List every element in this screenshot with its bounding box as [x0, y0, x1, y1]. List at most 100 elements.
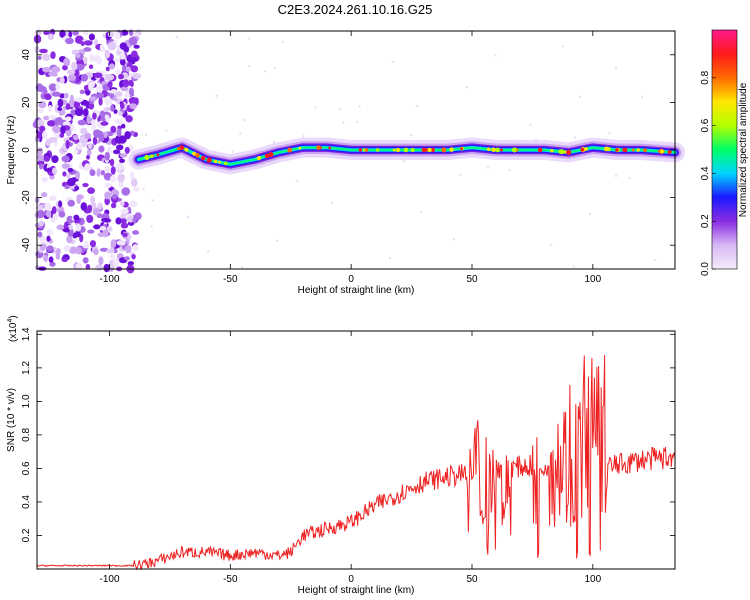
noise-blob — [51, 206, 57, 214]
noise-blob — [120, 52, 126, 60]
snr-y-tick-label: 1.2 — [21, 360, 32, 374]
ridge-hotspot — [580, 147, 585, 152]
noise-blob — [46, 167, 52, 172]
noise-blob — [114, 31, 121, 40]
ridge-hotspot — [375, 148, 380, 152]
noise-blob — [107, 41, 117, 51]
noise-blob — [75, 63, 85, 71]
noise-blob — [63, 228, 70, 233]
noise-blob — [119, 42, 128, 50]
colorbar-tick-label: 0.4 — [700, 166, 711, 180]
noise-blob — [119, 102, 125, 110]
noise-blob — [57, 106, 63, 111]
ridge-hotspot — [441, 147, 447, 153]
noise-speck — [142, 187, 145, 191]
noise-blob — [115, 119, 123, 124]
noise-blob — [119, 218, 127, 224]
noise-blob — [109, 175, 117, 183]
noise-speck — [459, 173, 462, 176]
noise-speck — [263, 70, 267, 73]
noise-blob — [118, 174, 124, 179]
noise-blob — [73, 69, 80, 78]
colorbar: 0.0 0.2 0.4 0.6 0.8 Normalized spectral ampl… — [700, 29, 749, 276]
noise-blob — [110, 125, 117, 134]
noise-blob — [99, 226, 107, 231]
spectrogram-x-tick-label: 0 — [348, 274, 354, 285]
ridge-hotspot — [558, 149, 563, 154]
noise-blob — [61, 155, 70, 163]
noise-blob — [116, 50, 122, 55]
noise-blob — [88, 33, 95, 41]
spectrogram-y-tick-label: -20 — [21, 190, 32, 205]
noise-blob — [48, 114, 56, 120]
noise-blob — [52, 125, 61, 134]
noise-blob — [90, 118, 97, 125]
ridge-hotspot — [298, 146, 302, 150]
noise-blob — [59, 76, 65, 84]
colorbar-tick-label: 0.0 — [700, 262, 711, 276]
ridge-hotspot — [218, 160, 221, 164]
noise-blob — [42, 66, 51, 73]
noise-blob — [90, 195, 96, 205]
ridge-hotspot — [358, 148, 363, 152]
noise-blob — [75, 246, 82, 255]
noise-blob — [46, 120, 56, 127]
noise-speck — [572, 265, 575, 268]
ridge-hotspot — [268, 152, 274, 158]
noise-blob — [102, 228, 109, 238]
noise-blob — [63, 57, 71, 67]
noise-blob — [104, 166, 111, 173]
noise-blob — [69, 246, 78, 254]
ridge-hotspot — [392, 148, 396, 152]
noise-blob — [42, 53, 51, 62]
noise-blob — [59, 29, 66, 38]
ridge-hotspot — [256, 156, 262, 161]
noise-blob — [49, 261, 56, 267]
noise-blob — [109, 158, 115, 167]
ridge-hotspot — [177, 146, 181, 151]
noise-blob — [72, 134, 79, 141]
noise-blob — [50, 51, 56, 59]
noise-blob — [82, 244, 90, 249]
noise-blob — [45, 138, 52, 147]
noise-speck — [654, 258, 657, 262]
noise-blob — [65, 37, 74, 45]
noise-speck — [573, 136, 577, 139]
noise-speck — [302, 134, 305, 138]
spectrogram-x-tick-label: -50 — [223, 274, 238, 285]
noise-blob — [99, 44, 104, 52]
noise-speck — [419, 211, 423, 214]
noise-blob — [130, 57, 139, 62]
noise-blob — [71, 61, 78, 71]
noise-blob — [65, 103, 71, 111]
noise-blob — [99, 110, 106, 118]
noise-blob — [120, 222, 129, 229]
ridge-hotspot — [636, 148, 641, 152]
noise-speck — [355, 120, 359, 124]
noise-blob — [88, 102, 95, 110]
ridge-hotspot — [403, 147, 409, 153]
noise-blob — [80, 41, 85, 46]
noise-blob — [110, 202, 117, 209]
noise-blob — [121, 65, 127, 72]
ridge-hotspot — [511, 147, 517, 153]
ridge-hotspot — [410, 147, 415, 153]
noise-blob — [103, 131, 108, 139]
noise-speck — [508, 169, 511, 172]
noise-speck — [186, 215, 189, 219]
noise-blob — [109, 63, 115, 70]
ridge-hotspot — [149, 154, 154, 159]
ridge-hotspot — [427, 147, 432, 153]
noise-blob — [49, 195, 57, 202]
noise-speck — [402, 160, 405, 163]
noise-blob — [39, 243, 47, 251]
ridge-hotspot — [364, 148, 369, 152]
snr-y-tick-label: 1.4 — [21, 327, 32, 341]
noise-blob — [95, 264, 104, 272]
spectrogram-y-tick-label: -40 — [21, 238, 32, 253]
noise-blob — [104, 182, 112, 189]
snr-y-tick-label: 0.4 — [21, 495, 32, 509]
noise-blob — [86, 214, 94, 224]
noise-blob — [63, 92, 69, 99]
spectrogram-y-tick-label: 20 — [21, 96, 32, 108]
